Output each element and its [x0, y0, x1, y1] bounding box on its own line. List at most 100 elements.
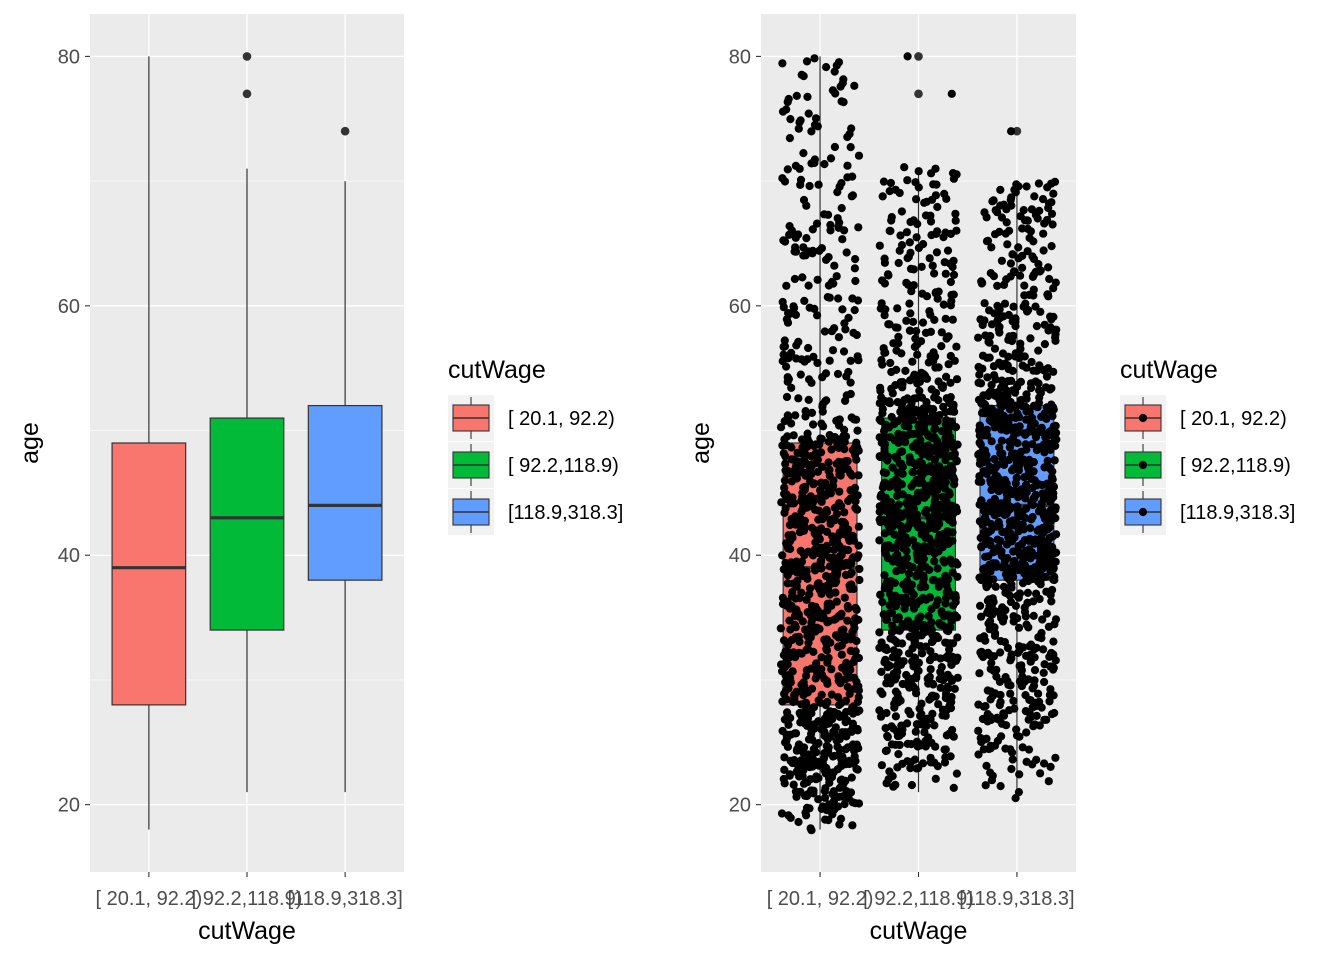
- jitter-point: [949, 400, 958, 409]
- jitter-point: [827, 445, 836, 454]
- jitter-point: [791, 729, 801, 738]
- jitter-point: [813, 579, 823, 588]
- jitter-point: [828, 346, 838, 355]
- jitter-point: [853, 352, 862, 361]
- jitter-point: [778, 174, 787, 183]
- jitter-point: [924, 432, 934, 441]
- jitter-point: [833, 642, 843, 652]
- jitter-point: [908, 430, 917, 439]
- jitter-point: [997, 256, 1007, 265]
- jitter-point: [948, 568, 957, 577]
- jitter-point: [901, 366, 910, 375]
- jitter-point: [813, 311, 822, 320]
- jitter-point: [1006, 127, 1016, 136]
- jitter-point: [808, 249, 817, 258]
- jitter-point: [1030, 645, 1039, 654]
- jitter-point: [1032, 755, 1041, 764]
- jitter-point: [1011, 401, 1020, 410]
- jitter-point: [878, 192, 887, 201]
- jitter-point: [798, 273, 807, 282]
- jitter-point: [1037, 504, 1046, 513]
- jitter-point: [975, 431, 984, 440]
- jitter-point: [823, 710, 832, 719]
- jitter-point: [785, 616, 794, 625]
- jitter-point: [781, 459, 790, 468]
- jitter-point: [998, 349, 1008, 358]
- jitter-point: [912, 394, 921, 403]
- jitter-point: [943, 586, 953, 595]
- jitter-point: [854, 615, 863, 625]
- jitter-point: [942, 372, 951, 381]
- jitter-point: [1000, 510, 1009, 519]
- jitter-point: [792, 582, 801, 591]
- jitter-point: [841, 432, 851, 441]
- jitter-point: [937, 328, 946, 337]
- y-tick-label: 60: [729, 296, 751, 318]
- jitter-point: [1005, 443, 1015, 452]
- jitter-point: [807, 469, 816, 479]
- jitter-point: [1035, 361, 1044, 370]
- jitter-point: [898, 383, 907, 392]
- jitter-point: [799, 149, 808, 158]
- jitter-point: [785, 222, 794, 231]
- jitter-point: [1052, 435, 1061, 444]
- jitter-point: [987, 485, 996, 495]
- jitter-point: [941, 478, 950, 487]
- jitter-point: [900, 604, 909, 613]
- jitter-point: [909, 317, 918, 326]
- jitter-point: [880, 447, 889, 456]
- y-tick-label: 80: [58, 46, 80, 68]
- jitter-point: [811, 114, 821, 123]
- jitter-point: [898, 759, 907, 768]
- jitter-point: [1040, 715, 1049, 724]
- jitter-point: [894, 655, 903, 664]
- jitter-point: [903, 52, 912, 61]
- jitter-point: [942, 194, 951, 203]
- jitter-point: [974, 333, 983, 342]
- jitter-point: [916, 612, 925, 621]
- jitter-point: [1021, 707, 1030, 716]
- jitter-point: [845, 663, 854, 673]
- jitter-point: [814, 795, 823, 804]
- jitter-point: [995, 322, 1004, 331]
- jitter-point: [979, 408, 988, 417]
- jitter-point: [934, 363, 943, 372]
- jitter-point: [826, 519, 835, 528]
- jitter-point: [794, 124, 803, 133]
- jitter-point: [1021, 612, 1030, 621]
- jitter-point: [841, 696, 851, 705]
- jitter-point: [935, 619, 944, 628]
- jitter-point: [911, 178, 920, 187]
- jitter-point: [840, 800, 849, 809]
- jitter-point: [986, 479, 996, 488]
- jitter-point: [1008, 250, 1017, 259]
- jitter-point: [813, 275, 822, 284]
- jitter-point: [982, 213, 991, 222]
- jitter-point: [1043, 555, 1052, 564]
- jitter-point: [780, 765, 789, 775]
- jitter-point: [811, 526, 820, 535]
- jitter-point: [778, 593, 788, 602]
- jitter-point: [939, 233, 948, 242]
- jitter-point: [808, 225, 817, 234]
- jitter-point: [932, 632, 941, 641]
- jitter-point: [952, 342, 961, 351]
- jitter-point: [898, 462, 907, 471]
- jitter-point: [1007, 376, 1016, 385]
- jitter-point: [919, 404, 928, 413]
- jitter-point: [904, 674, 913, 683]
- jitter-point: [990, 631, 1000, 640]
- jitter-point: [995, 443, 1004, 452]
- jitter-point: [948, 639, 958, 648]
- jitter-point: [798, 762, 807, 771]
- jitter-point: [949, 270, 959, 279]
- jitter-point: [906, 264, 916, 273]
- jitter-point: [934, 287, 943, 296]
- jitter-point: [780, 336, 789, 345]
- jitter-point: [1039, 440, 1049, 449]
- jitter-point: [782, 490, 791, 499]
- jitter-point: [927, 385, 936, 394]
- jitter-point: [840, 508, 849, 517]
